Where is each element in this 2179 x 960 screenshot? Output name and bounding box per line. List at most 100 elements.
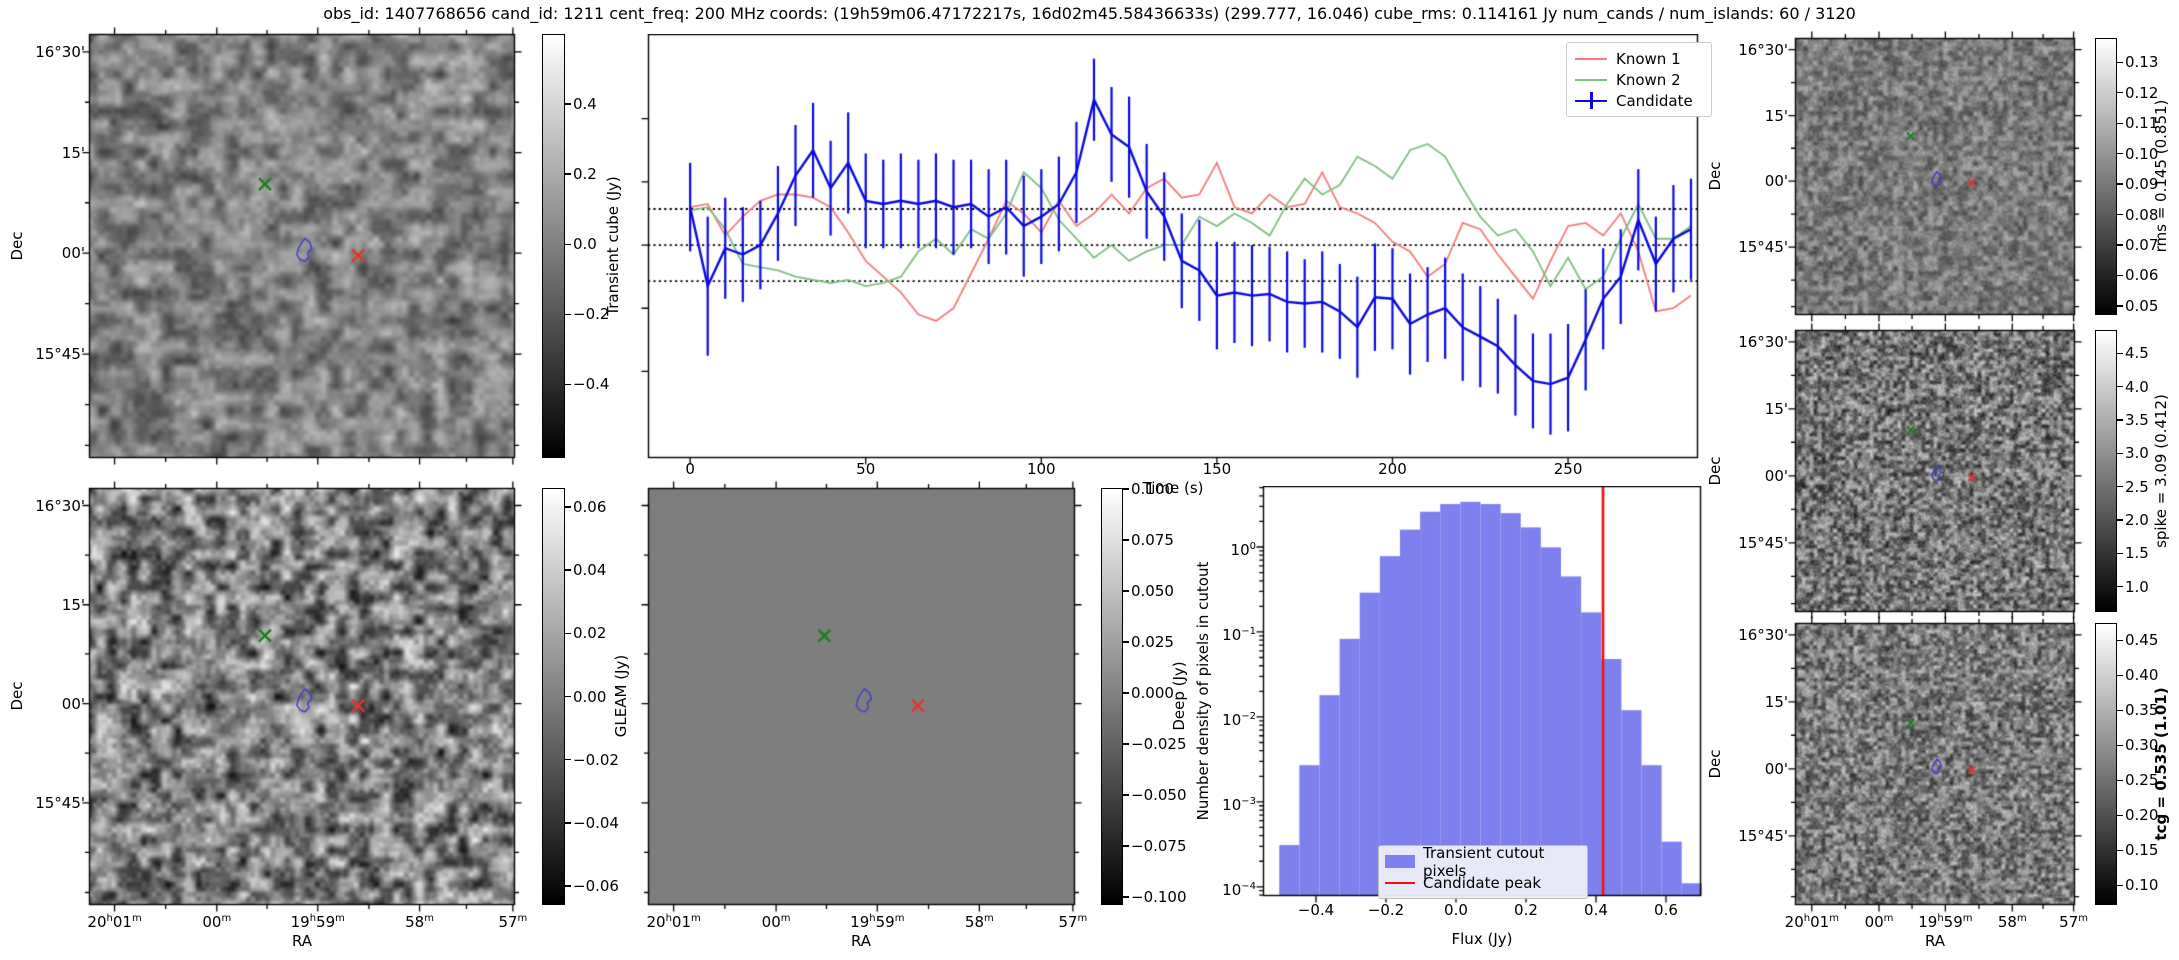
colorbar-tick-label: 0.05	[2125, 296, 2159, 315]
flux-histogram-plot	[1251, 486, 1711, 910]
colorbar-tick	[2117, 585, 2123, 588]
dec-tick-label: 15°45'	[1738, 533, 1788, 552]
rms-image	[1787, 30, 2083, 323]
colorbar-tick-label: 0.11	[2125, 114, 2159, 133]
dec-tick-label: 15'	[61, 595, 85, 614]
spike-image	[1787, 322, 2083, 620]
histogram-ylabel: Number density of pixels in cutout	[1194, 561, 1212, 821]
tcg-colorbar	[2095, 623, 2117, 905]
colorbar-tick-label: 0.050	[1131, 581, 1174, 600]
colorbar-tick	[2117, 485, 2123, 488]
rms-colorbar	[2095, 38, 2117, 315]
gleam-colorbar	[542, 488, 565, 905]
colorbar-tick-label: 0.25	[2125, 771, 2159, 790]
colorbar-tick-label: 4.0	[2125, 377, 2149, 396]
deep-colorbar	[1101, 488, 1123, 905]
colorbar-tick	[2117, 213, 2123, 216]
colorbar-tick	[565, 173, 571, 175]
legend-label: Transient cutout pixels	[1423, 843, 1545, 880]
dec-tick-label: 15'	[1764, 692, 1788, 711]
colorbar-tick-label: 4.5	[2125, 344, 2149, 363]
colorbar-tick	[2117, 122, 2123, 124]
colorbar-tick	[2117, 274, 2123, 277]
colorbar-tick-label: 0.0	[573, 235, 597, 254]
lightcurve-legend: Known 1 Known 2 Candidate	[1566, 42, 1712, 117]
flux-tick-label: −0.4	[1297, 901, 1335, 919]
figure-title: obs_id: 1407768656 cand_id: 1211 cent_fr…	[323, 4, 1856, 23]
legend-label: Candidate	[1616, 91, 1693, 110]
peak-line-sample	[1385, 872, 1415, 893]
legend-item-known2: Known 2	[1575, 69, 1703, 90]
ra-tick-label: 57m	[1058, 913, 1088, 931]
ra-tick-label: 20h01m	[646, 913, 701, 931]
time-tick-label: 200	[1378, 460, 1407, 478]
flux-axis-label: Flux (Jy)	[1451, 930, 1513, 948]
dec-tick-label: 00'	[61, 244, 85, 263]
transient-cube-image	[81, 26, 523, 466]
colorbar-tick	[1123, 845, 1129, 847]
colorbar-tick-label: 2.0	[2125, 511, 2149, 529]
ra-tick-label: 57m	[2059, 913, 2089, 931]
legend-item-candidate-peak: Candidate peak	[1385, 872, 1581, 893]
colorbar-tick-label: 2.5	[2125, 477, 2149, 496]
colorbar-tick	[2117, 849, 2123, 852]
dec-tick-label: 00'	[1764, 466, 1788, 485]
colorbar-tick-label: 0.100	[1131, 480, 1174, 499]
colorbar-tick	[2117, 779, 2123, 782]
colorbar-tick-label: 0.35	[2125, 701, 2159, 720]
dec-tick-label: 15°45'	[1738, 238, 1788, 257]
colorbar-tick-label: −0.06	[573, 877, 619, 896]
deep-image	[640, 480, 1083, 913]
colorbar-tick	[2117, 305, 2123, 307]
dec-tick-label: 16°30'	[35, 42, 85, 61]
dec-tick-label: 16°30'	[35, 496, 85, 515]
ra-tick-label: 58m	[405, 913, 434, 931]
colorbar-tick	[2117, 674, 2123, 677]
time-tick-label: 150	[1202, 460, 1232, 478]
legend-label: Known 1	[1616, 49, 1681, 68]
dec-tick-label: 15'	[1764, 399, 1788, 418]
hist-ytick-label: 10−2	[1222, 710, 1256, 729]
colorbar-tick	[565, 103, 571, 105]
colorbar-tick-label: −0.025	[1131, 734, 1187, 753]
dec-tick-label: 15'	[1764, 106, 1788, 125]
colorbar-tick	[565, 569, 571, 571]
colorbar-tick	[2117, 152, 2123, 155]
colorbar-tick-label: 0.2	[573, 165, 597, 184]
ra-axis-label: RA	[291, 932, 313, 950]
flux-tick-label: 0.6	[1654, 901, 1678, 919]
legend-label: Known 2	[1616, 70, 1681, 89]
dec-tick-label: 15°45'	[35, 793, 85, 812]
time-axis-label: Time (s)	[1142, 479, 1204, 497]
histogram-patch-sample	[1385, 851, 1415, 872]
flux-tick-label: 0.0	[1444, 901, 1468, 919]
legend-item-cutout-pixels: Transient cutout pixels	[1385, 844, 1581, 880]
time-tick-label: 100	[1026, 460, 1056, 478]
colorbar-tick-label: 0.02	[573, 624, 607, 643]
ra-tick-label: 19h59m	[850, 913, 905, 931]
ra-tick-label: 00m	[202, 913, 232, 931]
colorbar-tick-label: 3.5	[2125, 411, 2149, 429]
colorbar-tick-label: 0.000	[1131, 683, 1174, 702]
colorbar-tick-label: 1.5	[2125, 544, 2149, 563]
candidate-errorbar-sample	[1575, 90, 1607, 111]
colorbar-tick-label: 0.12	[2125, 83, 2159, 102]
ra-tick-label: 20h01m	[87, 913, 142, 931]
dec-tick-label: 16°30'	[1738, 40, 1788, 59]
colorbar-tick	[2117, 92, 2123, 94]
dec-tick-label: 00'	[1764, 759, 1788, 778]
flux-tick-label: 0.4	[1584, 901, 1608, 919]
histogram-legend: Transient cutout pixels Candidate peak	[1378, 844, 1588, 899]
colorbar-tick	[1123, 641, 1129, 643]
colorbar-tick-label: 0.10	[2125, 144, 2159, 163]
colorbar-tick	[2117, 519, 2123, 521]
hist-ytick-label: 10−1	[1222, 625, 1256, 644]
colorbar-tick	[2117, 884, 2123, 887]
hist-ytick-label: 100	[1230, 540, 1256, 559]
colorbar-tick-label: 0.07	[2125, 235, 2159, 254]
dec-tick-label: 15'	[61, 143, 85, 162]
time-tick-label: 0	[685, 460, 695, 478]
colorbar-tick-label: 0.30	[2125, 736, 2159, 755]
ra-tick-label: 58m	[1997, 913, 2027, 931]
